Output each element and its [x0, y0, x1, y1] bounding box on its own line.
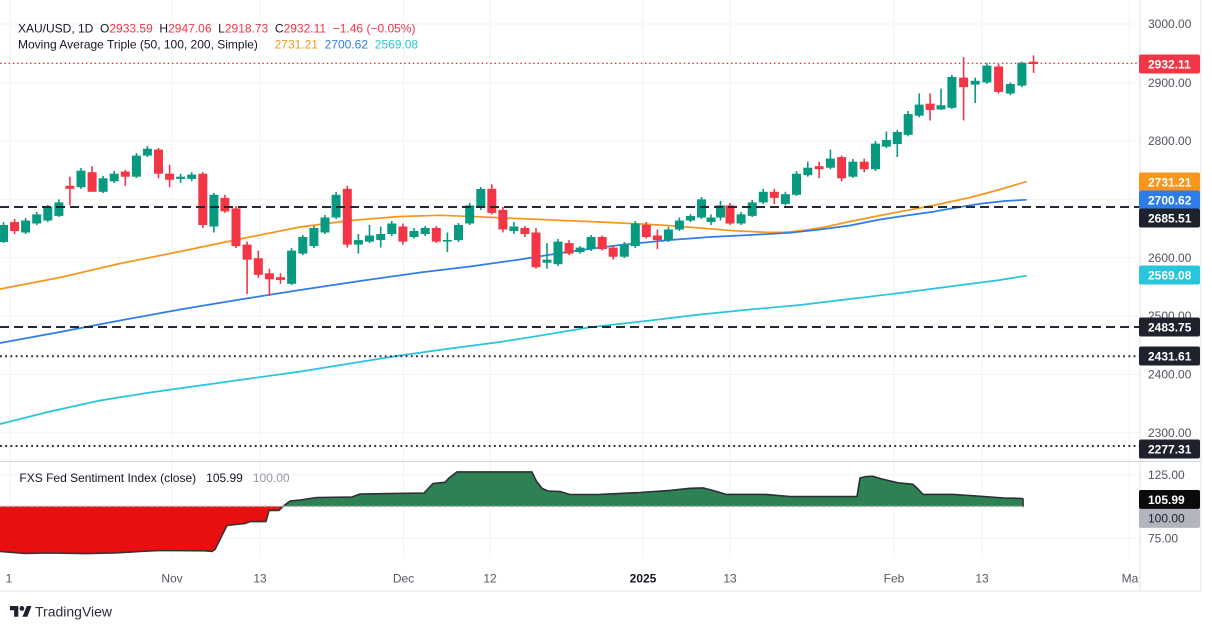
svg-text:TradingView: TradingView	[35, 604, 113, 620]
svg-text:2400.00: 2400.00	[1148, 368, 1192, 382]
svg-text:13: 13	[975, 572, 989, 586]
svg-text:100.00: 100.00	[1148, 512, 1185, 526]
svg-text:12: 12	[483, 572, 497, 586]
svg-text:2300.00: 2300.00	[1148, 426, 1192, 440]
svg-text:Ma: Ma	[1122, 572, 1139, 586]
svg-text:3000.00: 3000.00	[1148, 17, 1192, 31]
svg-text:2431.61: 2431.61	[1148, 349, 1192, 363]
svg-text:Dec: Dec	[393, 572, 414, 586]
svg-text:FXS Fed Sentiment Index (close: FXS Fed Sentiment Index (close) 105.99 1…	[19, 471, 289, 485]
svg-text:2685.51: 2685.51	[1148, 211, 1192, 225]
svg-text:125.00: 125.00	[1148, 468, 1185, 482]
svg-text:13: 13	[723, 572, 737, 586]
svg-text:2800.00: 2800.00	[1148, 134, 1192, 148]
svg-text:2277.31: 2277.31	[1148, 442, 1192, 456]
svg-text:2025: 2025	[630, 572, 657, 586]
svg-text:Nov: Nov	[161, 572, 182, 586]
svg-text:Moving Average Triple (50, 100: Moving Average Triple (50, 100, 200, Sim…	[18, 38, 418, 52]
svg-text:2569.08: 2569.08	[1148, 268, 1192, 282]
svg-text:2731.21: 2731.21	[1148, 175, 1192, 189]
svg-text:75.00: 75.00	[1148, 531, 1178, 545]
svg-text:2483.75: 2483.75	[1148, 320, 1192, 334]
svg-text:2900.00: 2900.00	[1148, 76, 1192, 90]
svg-text:XAU/USD, 1D O2933.59 H2947.0: XAU/USD, 1D O2933.59 H2947.06 L2918.73 C…	[18, 22, 415, 36]
svg-text:2700.62: 2700.62	[1148, 193, 1192, 207]
svg-text:1: 1	[6, 572, 13, 586]
svg-text:13: 13	[253, 572, 267, 586]
svg-text:2600.00: 2600.00	[1148, 251, 1192, 265]
svg-text:105.99: 105.99	[1148, 493, 1185, 507]
svg-text:Feb: Feb	[884, 572, 905, 586]
svg-text:2932.11: 2932.11	[1148, 57, 1191, 71]
